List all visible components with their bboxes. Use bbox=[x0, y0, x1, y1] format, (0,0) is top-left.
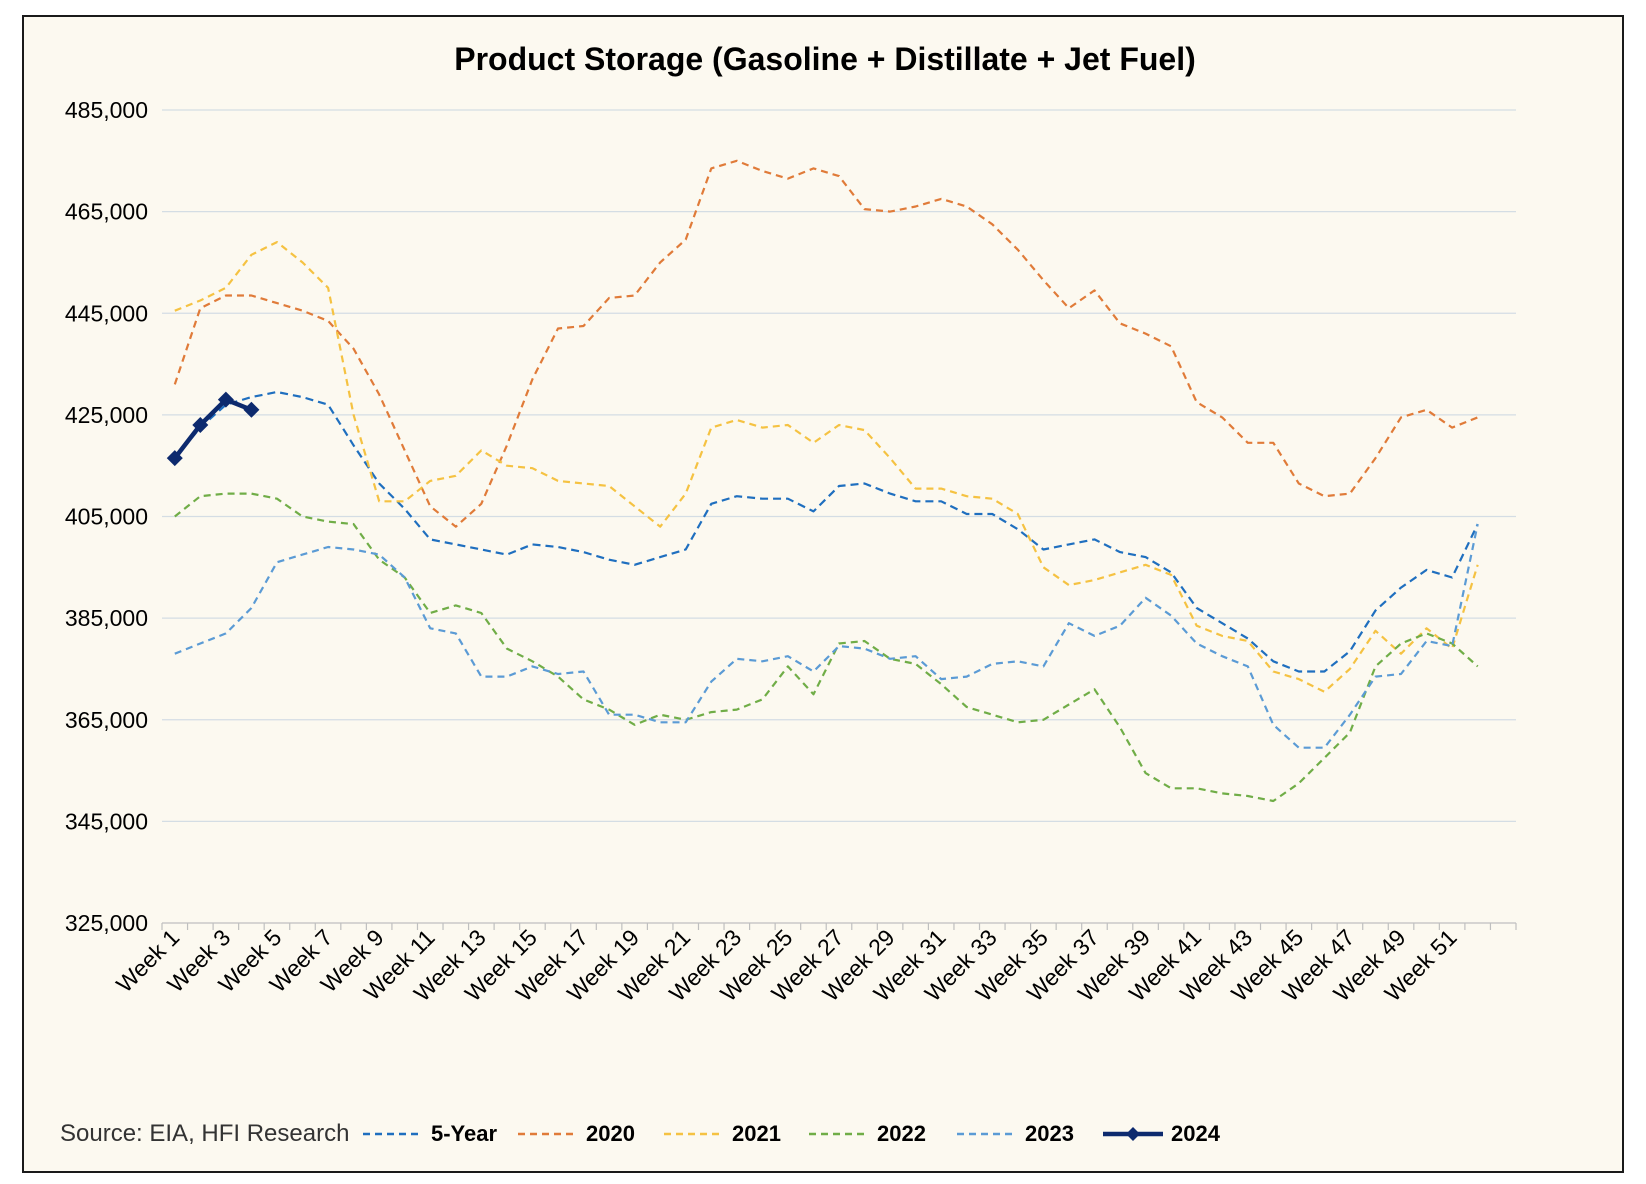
y-tick-label: 405,000 bbox=[65, 504, 148, 530]
source-note: Source: EIA, HFI Research bbox=[60, 1120, 350, 1147]
legend-swatch bbox=[957, 1132, 1017, 1136]
y-tick-label: 325,000 bbox=[65, 910, 148, 936]
y-tick-label: 345,000 bbox=[65, 808, 148, 834]
series-line-2020 bbox=[173, 159, 1479, 528]
gridlines bbox=[162, 109, 1516, 823]
legend-label: 2024 bbox=[1171, 1121, 1220, 1146]
series-line-2022 bbox=[174, 492, 1479, 803]
y-tick-label: 485,000 bbox=[65, 97, 148, 123]
legend-swatch bbox=[809, 1132, 869, 1136]
legend-item-2024: 2024 bbox=[1101, 1119, 1220, 1149]
series-line-5-year bbox=[173, 390, 1479, 673]
chart-frame: Product Storage (Gasoline + Distillate +… bbox=[22, 15, 1624, 1173]
y-tick-label: 365,000 bbox=[65, 707, 148, 733]
legend-item-2023: 2023 bbox=[955, 1119, 1074, 1149]
legend-item-2021: 2021 bbox=[662, 1119, 781, 1149]
legend-label: 2020 bbox=[586, 1121, 635, 1146]
series-line-2021 bbox=[174, 241, 1479, 693]
series-marker-2024 bbox=[217, 391, 234, 408]
legend-label: 2021 bbox=[732, 1121, 781, 1146]
legend-label: 5-Year bbox=[431, 1121, 498, 1146]
series-lines bbox=[166, 159, 1479, 803]
legend-item-2020: 2020 bbox=[516, 1119, 635, 1149]
legend-label: 2023 bbox=[1025, 1121, 1074, 1146]
series-marker-2024 bbox=[166, 450, 183, 467]
legend-swatch-marker bbox=[1126, 1127, 1140, 1141]
series-marker-2024 bbox=[243, 401, 260, 418]
legend-item-2022: 2022 bbox=[807, 1119, 926, 1149]
y-tick-label: 385,000 bbox=[65, 605, 148, 631]
y-tick-label: 465,000 bbox=[65, 199, 148, 225]
legend-swatch bbox=[1103, 1127, 1163, 1141]
legend-swatch bbox=[363, 1132, 423, 1136]
chart-title: Product Storage (Gasoline + Distillate +… bbox=[454, 41, 1196, 77]
axes: 325,000 345,000 365,000 385,000 405,000 425,0… bbox=[65, 97, 1517, 1006]
y-tick-label: 445,000 bbox=[65, 300, 148, 326]
series-marker-2024 bbox=[192, 417, 209, 434]
y-tick-label: 425,000 bbox=[65, 402, 148, 428]
legend-label: 2022 bbox=[877, 1121, 926, 1146]
series-line-2024 bbox=[173, 397, 253, 460]
series-line-2023 bbox=[174, 523, 1479, 749]
plot-area: 325,000 345,000 365,000 385,000 405,000 425,0… bbox=[65, 97, 1517, 1006]
legend-swatch bbox=[518, 1132, 578, 1136]
legend-item-5-year: 5-Year bbox=[361, 1119, 497, 1149]
legend-swatch bbox=[664, 1132, 724, 1136]
